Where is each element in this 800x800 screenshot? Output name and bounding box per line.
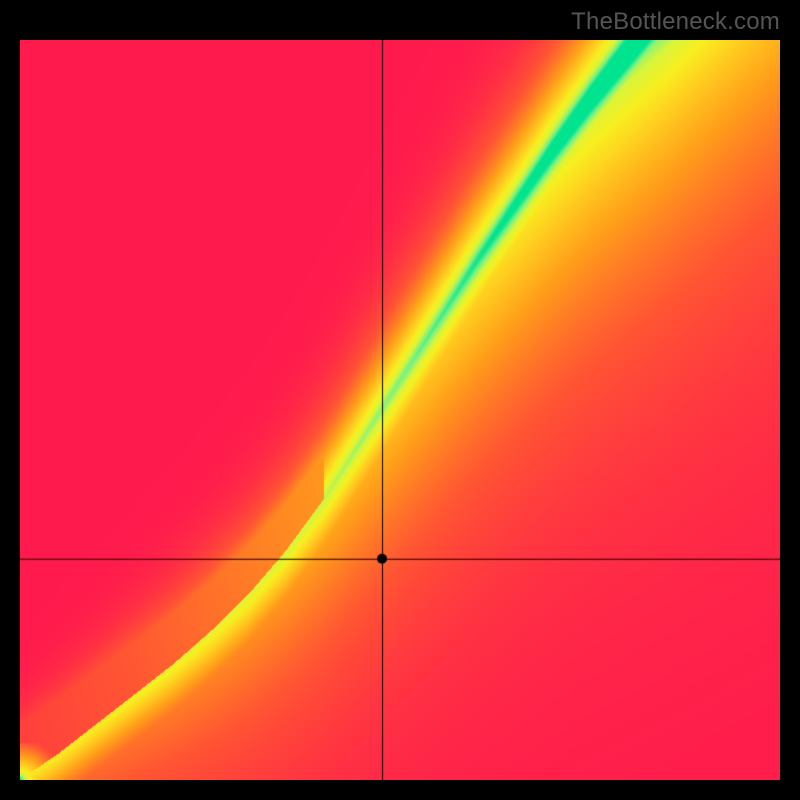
heatmap-canvas bbox=[20, 40, 780, 780]
chart-container: TheBottleneck.com bbox=[0, 0, 800, 800]
heatmap-plot bbox=[20, 40, 780, 780]
watermark-text: TheBottleneck.com bbox=[571, 8, 780, 36]
